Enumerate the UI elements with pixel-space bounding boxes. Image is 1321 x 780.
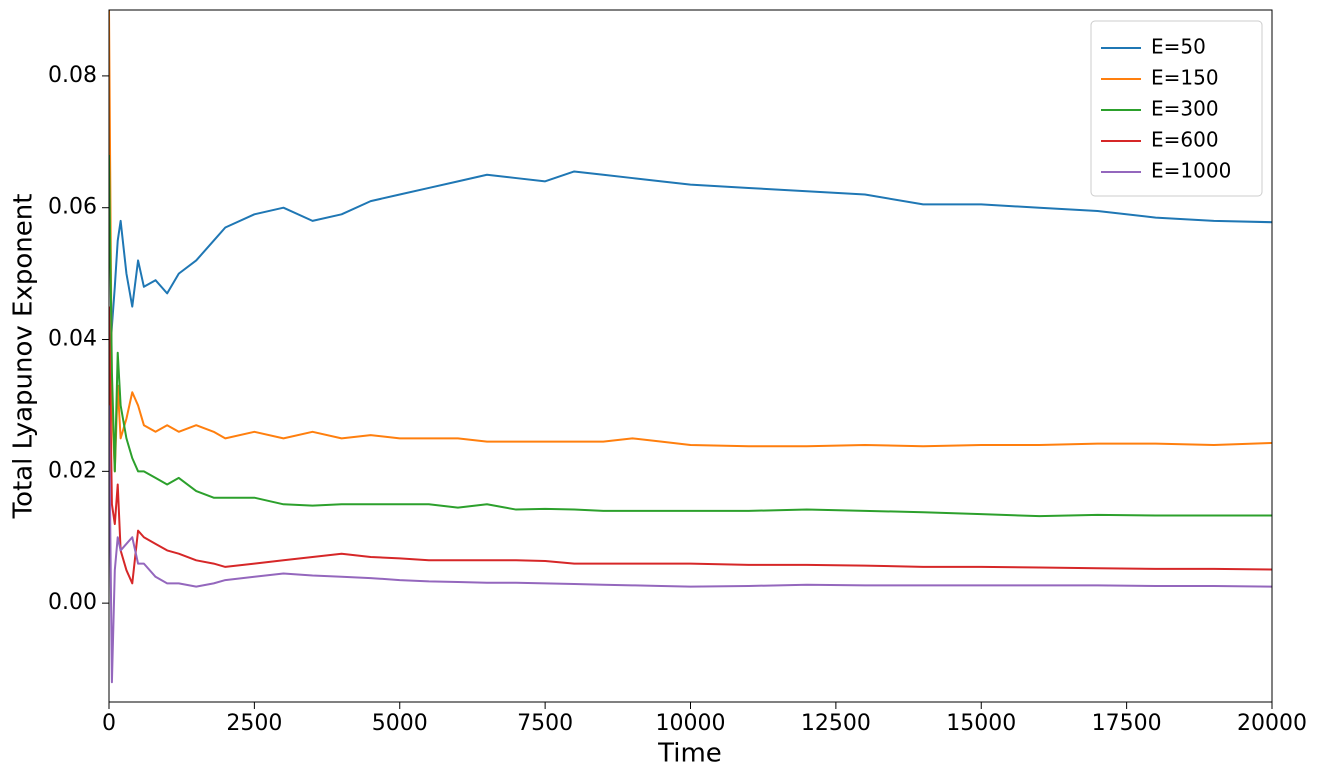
y-tick-label: 0.02 — [48, 458, 97, 483]
x-tick-label: 17500 — [1092, 711, 1162, 736]
series-line — [109, 10, 1272, 473]
series-line — [109, 154, 1272, 518]
x-tick-label: 20000 — [1237, 711, 1307, 736]
legend-label: E=600 — [1151, 128, 1219, 152]
series-line — [109, 170, 1272, 373]
x-tick-label: 5000 — [372, 711, 428, 736]
x-axis-label: Time — [657, 739, 722, 769]
legend-label: E=150 — [1151, 66, 1219, 90]
legend-label: E=300 — [1151, 97, 1219, 121]
legend-label: E=50 — [1151, 35, 1206, 59]
y-tick-label: 0.04 — [48, 327, 97, 352]
plot-area — [109, 10, 1272, 684]
plot-frame — [108, 9, 1273, 703]
x-tick-label: 10000 — [656, 711, 726, 736]
series-line — [109, 306, 1272, 585]
y-axis-label: Total Lyapunov Exponent — [9, 194, 39, 520]
legend-box — [1090, 20, 1263, 197]
x-tick-label: 7500 — [517, 711, 573, 736]
x-tick-label: 15000 — [946, 711, 1016, 736]
x-tick-label: 0 — [102, 711, 116, 736]
x-tick-label: 12500 — [801, 711, 871, 736]
y-tick-label: 0.06 — [48, 195, 97, 220]
y-tick-label: 0.08 — [48, 63, 97, 88]
x-tick-label: 2500 — [226, 711, 282, 736]
series-line — [109, 405, 1272, 684]
legend-label: E=1000 — [1151, 159, 1231, 183]
y-tick-label: 0.00 — [48, 590, 97, 615]
